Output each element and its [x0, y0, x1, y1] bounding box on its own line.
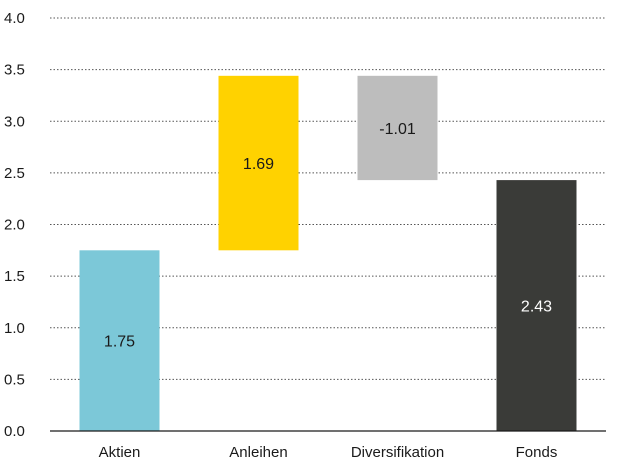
y-tick-label: 2.0 — [4, 217, 25, 234]
data-label: 2.43 — [521, 299, 552, 316]
x-tick-label: Fonds — [516, 444, 558, 461]
bar-diversifikation — [357, 75, 438, 181]
bars: 1.75 1.69 -1.01 2.43 — [79, 75, 577, 431]
data-label: 1.75 — [104, 334, 135, 351]
y-tick-label: 1.0 — [4, 320, 25, 337]
y-tick-label: 3.0 — [4, 113, 25, 130]
y-tick-label: 2.5 — [4, 165, 25, 182]
data-label: -1.01 — [379, 121, 416, 138]
x-tick-label: Aktien — [99, 444, 141, 461]
bar-fonds — [496, 180, 577, 431]
x-tick-label: Anleihen — [229, 444, 287, 461]
x-tick-label: Diversifikation — [351, 444, 444, 461]
y-tick-label: 3.5 — [4, 62, 25, 79]
x-axis: Aktien Anleihen Diversifikation Fonds — [50, 430, 606, 461]
y-tick-label: 4.0 — [4, 10, 25, 27]
data-label: 1.69 — [243, 156, 274, 173]
y-tick-label: 0.5 — [4, 371, 25, 388]
y-axis: 0.0 0.5 1.0 1.5 2.0 2.5 3.0 3.5 4.0 — [4, 10, 25, 440]
bar-anleihen — [218, 75, 299, 251]
y-tick-label: 0.0 — [4, 423, 25, 440]
y-tick-label: 1.5 — [4, 268, 25, 285]
bar-aktien — [79, 250, 160, 431]
